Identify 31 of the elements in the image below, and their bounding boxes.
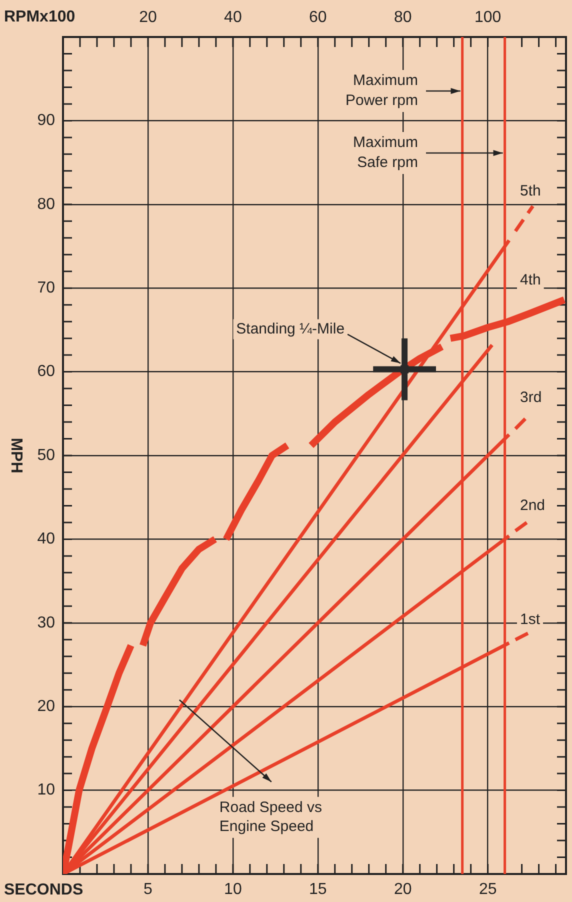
y-tick-label: 90 <box>37 112 56 130</box>
x-tick-label: 15 <box>309 881 327 898</box>
y-tick-label: 50 <box>37 446 56 464</box>
text: 4th <box>520 272 541 289</box>
y-tick-label: 20 <box>37 698 56 716</box>
x2-tick-label: 20 <box>139 8 157 26</box>
x2-axis-title: RPMx100 <box>4 8 76 26</box>
y-tick-label: 30 <box>37 614 56 632</box>
y-tick-label: 60 <box>37 363 56 380</box>
y-tick-label: 10 <box>37 782 56 799</box>
y-tick-label: 40 <box>37 530 56 548</box>
x2-tick-label: 40 <box>224 8 242 26</box>
x2-tick-label: 80 <box>394 8 412 26</box>
x-axis-title: SECONDS <box>4 881 84 898</box>
annotation: Road Speed vs Engine Speed <box>219 799 322 836</box>
y-axis-title: MPH <box>8 438 25 474</box>
y-tick-label: 70 <box>37 280 56 297</box>
x2-tick-label: 100 <box>474 8 502 26</box>
x-tick-label: 20 <box>394 881 412 898</box>
ref-line-label: Maximum Power rpm <box>345 72 418 110</box>
x-tick-label: 25 <box>478 881 497 898</box>
annotation: Standing ¼-Mile <box>236 320 345 338</box>
series-label: 2nd <box>520 497 546 514</box>
series-label: 1st <box>520 611 541 628</box>
text: 3rd <box>520 389 542 406</box>
x-tick-label: 10 <box>224 881 242 898</box>
x-tick-label: 5 <box>144 881 153 898</box>
x2-tick-label: 60 <box>309 8 327 26</box>
text: 5th <box>520 182 541 200</box>
y-tick-label: 80 <box>37 196 56 213</box>
ref-line-label: Maximum Safe rpm <box>352 134 418 172</box>
